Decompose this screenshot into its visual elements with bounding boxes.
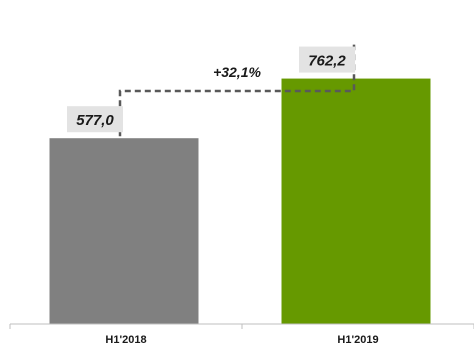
labels-layer: 577,0 H1'2018 762,2 H1'2019 [67, 46, 379, 346]
x-tick-label-2: H1'2019 [337, 334, 378, 346]
x-tick-label-1: H1'2018 [105, 334, 146, 346]
data-label-background [299, 46, 355, 73]
growth-label: +32,1% [213, 64, 261, 80]
x-axis-ticks [9, 324, 474, 329]
data-label-1: 577,0 [76, 112, 114, 129]
bars-layer [49, 78, 431, 325]
data-label-background [67, 106, 123, 133]
data-label-2: 762,2 [308, 53, 346, 70]
bar-2 [281, 78, 431, 325]
bar-1 [49, 138, 199, 324]
